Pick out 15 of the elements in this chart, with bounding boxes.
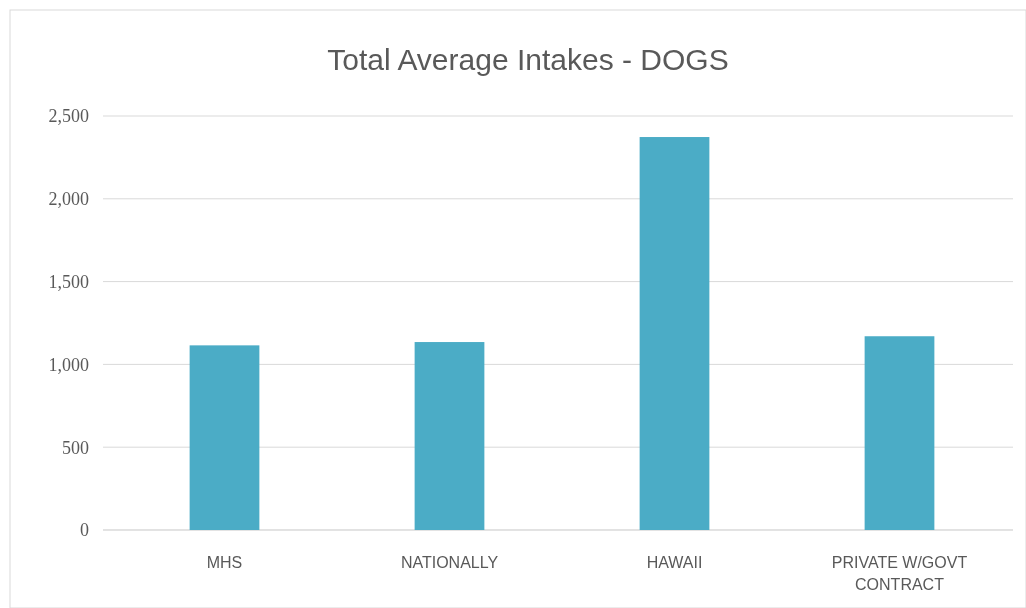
bar bbox=[414, 342, 485, 530]
chart-title: Total Average Intakes - DOGS bbox=[327, 43, 729, 76]
x-tick-label: NATIONALLY bbox=[400, 554, 499, 571]
y-tick-label: 2,000 bbox=[48, 189, 89, 210]
y-tick-label: 1,500 bbox=[48, 271, 89, 292]
y-tick-label: 1,000 bbox=[48, 354, 89, 375]
x-tick-label: HAWAII bbox=[646, 554, 703, 571]
x-tick-label: MHS bbox=[206, 554, 243, 571]
x-tick-label: PRIVATE W/GOVT CONTRACT bbox=[831, 554, 968, 593]
y-tick-label: 0 bbox=[80, 520, 89, 541]
bar bbox=[189, 345, 260, 530]
bar bbox=[639, 137, 710, 530]
bar bbox=[864, 336, 935, 530]
y-tick-label: 2,500 bbox=[48, 106, 89, 127]
y-tick-label: 500 bbox=[62, 437, 89, 458]
